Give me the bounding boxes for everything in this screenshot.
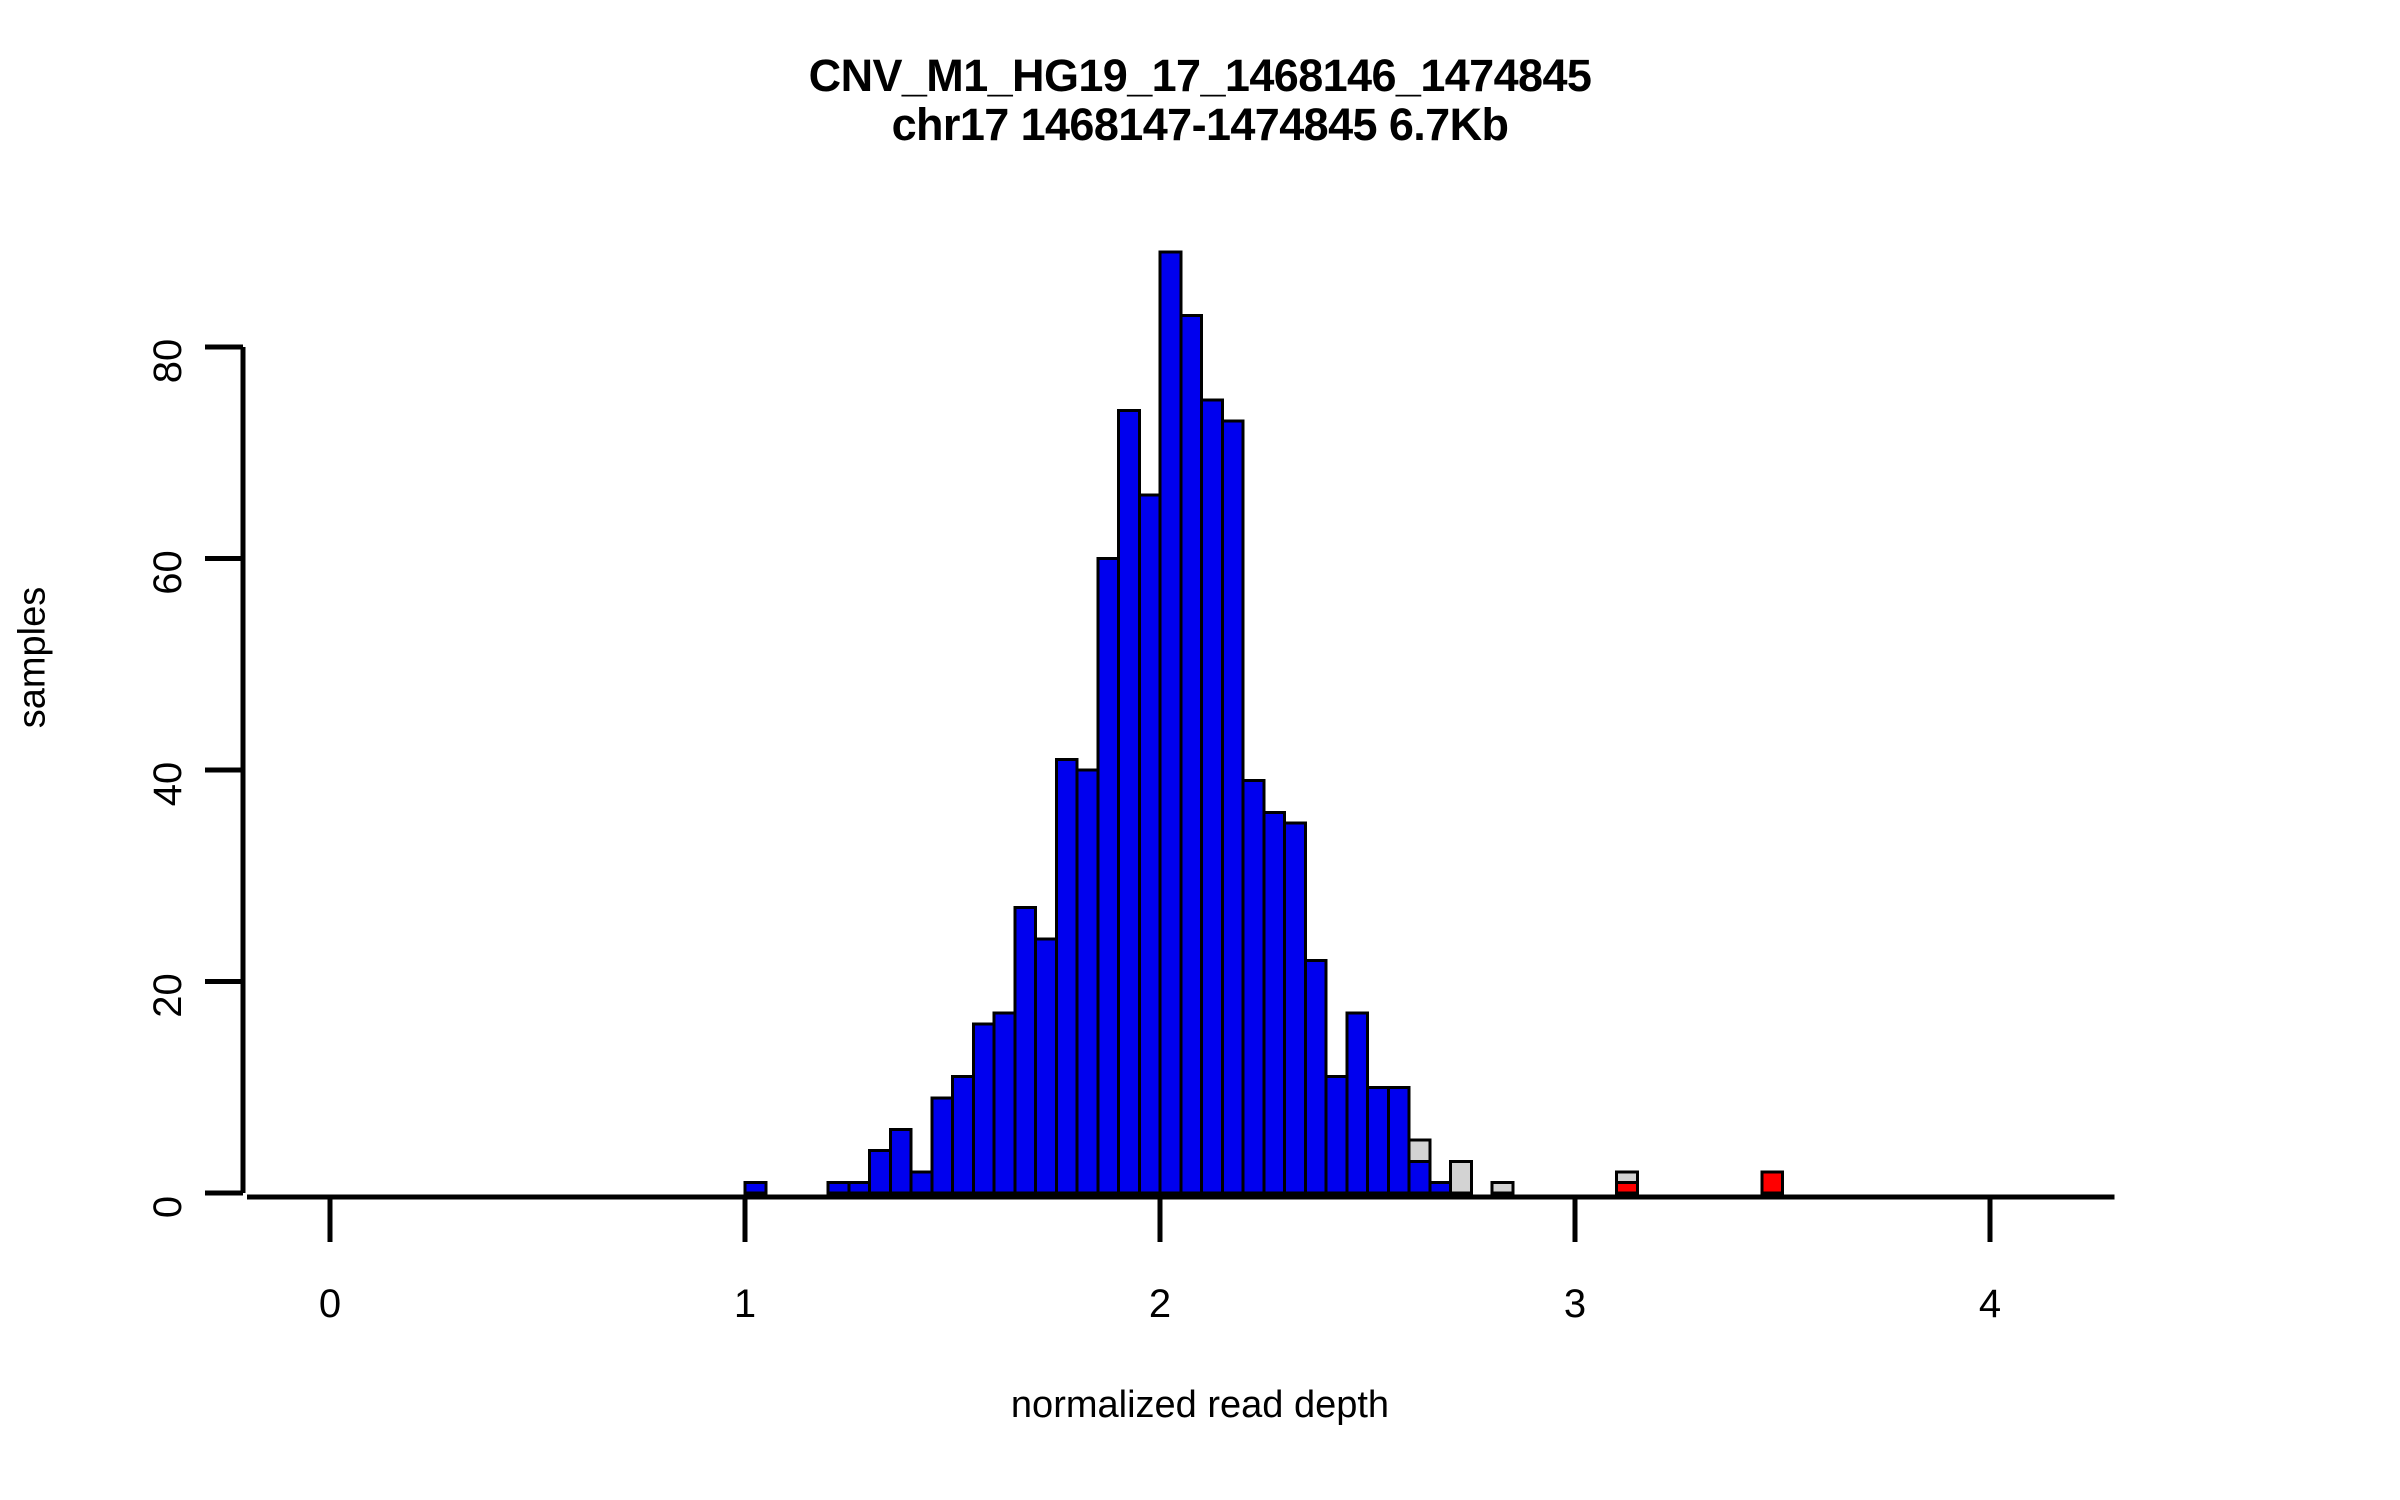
histogram-bar-blue	[888, 1128, 913, 1195]
histogram-bar-blue	[826, 1180, 851, 1195]
x-tick-label-0: 0	[319, 1282, 341, 1326]
histogram-bar-blue	[1013, 905, 1037, 1195]
plot-title: CNV_M1_HG19_17_1468146_1474845 chr17 146…	[0, 50, 2400, 150]
histogram-bar-blue	[1386, 1085, 1411, 1195]
x-tick-label-3: 3	[1564, 1282, 1586, 1326]
histogram-bar-blue	[1054, 757, 1079, 1195]
histogram-bar-gray	[1615, 1170, 1639, 1184]
histogram-bar-gray	[1407, 1138, 1432, 1163]
histogram-bar-blue	[930, 1096, 954, 1195]
histogram-bar-blue	[951, 1075, 975, 1195]
histogram-bar-blue	[743, 1180, 768, 1195]
histogram-bar-blue	[868, 1149, 892, 1195]
histogram-bar-blue	[1303, 958, 1328, 1195]
x-tick-label-4: 4	[1979, 1282, 2001, 1326]
histogram-bar-blue	[1324, 1075, 1349, 1195]
y-tick-label-40: 40	[146, 762, 190, 807]
x-tick-label-2: 2	[1149, 1282, 1171, 1326]
histogram-bar-blue	[1075, 768, 1100, 1195]
x-axis-label: normalized read depth	[1010, 1384, 1390, 1426]
histogram-bar-blue	[992, 1011, 1017, 1195]
x-tick-label-1: 1	[734, 1282, 756, 1326]
histogram-bar-blue	[1428, 1180, 1452, 1195]
histogram-bar-gray	[1490, 1180, 1515, 1195]
histogram-bar-red	[1760, 1170, 1784, 1195]
bars-layer	[743, 250, 1784, 1195]
histogram-bar-blue	[847, 1180, 871, 1195]
histogram-bar-blue	[1366, 1085, 1390, 1195]
histogram-bar-blue	[1283, 821, 1307, 1195]
y-tick-label-0: 0	[146, 1196, 190, 1218]
y-tick-label-80: 80	[146, 339, 190, 384]
histogram-bar-red	[1615, 1180, 1639, 1195]
histogram-bar-blue	[1241, 779, 1266, 1195]
histogram-bar-blue	[1096, 557, 1120, 1195]
plot-title-line2: chr17 1468147-1474845 6.7Kb	[891, 98, 1509, 150]
histogram-bar-blue	[1200, 398, 1224, 1195]
histogram-bar-blue	[1407, 1159, 1432, 1195]
histogram-bar-blue	[1220, 419, 1245, 1195]
histogram-bar-blue	[1034, 937, 1058, 1195]
y-tick-label-60: 60	[146, 550, 190, 595]
histogram-bar-blue	[1158, 250, 1183, 1195]
y-tick-label-20: 20	[146, 973, 190, 1018]
histogram-bar-blue	[1345, 1011, 1369, 1195]
histogram-bar-blue	[1262, 810, 1286, 1195]
histogram-bar-blue	[971, 1022, 996, 1195]
histogram-bar-gray	[1449, 1159, 1473, 1195]
histogram-bar-blue	[1179, 313, 1203, 1195]
plot-title-line1: CNV_M1_HG19_17_1468146_1474845	[808, 50, 1592, 101]
histogram-bar-blue	[909, 1170, 934, 1195]
histogram-bar-blue	[1137, 493, 1162, 1195]
histogram-bar-blue	[1117, 408, 1141, 1195]
